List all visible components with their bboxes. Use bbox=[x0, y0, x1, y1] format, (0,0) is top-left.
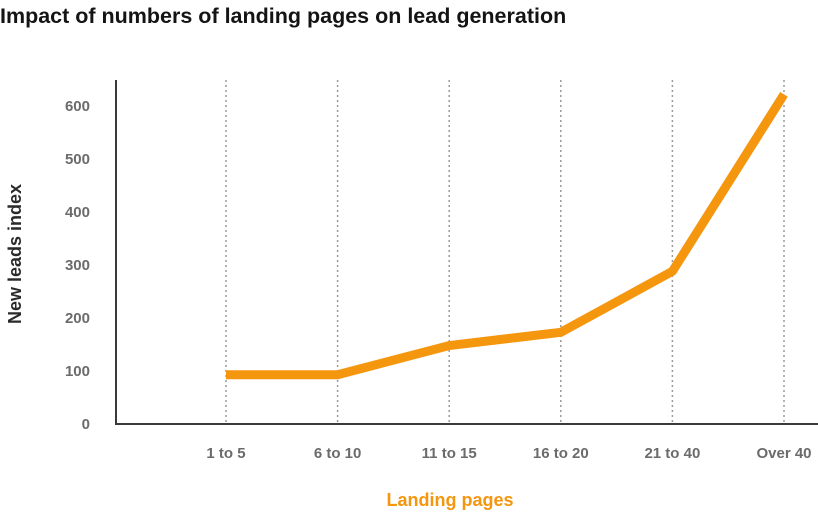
axes bbox=[115, 80, 818, 425]
x-tick-label: 21 to 40 bbox=[644, 445, 700, 462]
x-tick-label: 6 to 10 bbox=[314, 445, 362, 462]
y-axis-label: New leads index bbox=[5, 184, 25, 324]
x-tick-labels: 1 to 5 6 to 10 11 to 15 16 to 20 21 to 40 Ove… bbox=[206, 445, 811, 462]
x-tick-label: Over 40 bbox=[756, 445, 811, 462]
series-line bbox=[226, 91, 788, 380]
x-tick-label: 11 to 15 bbox=[422, 445, 477, 462]
y-tick-label: 600 bbox=[65, 98, 90, 115]
data-series bbox=[226, 91, 788, 380]
x-tick-label: 1 to 5 bbox=[206, 445, 245, 462]
x-axis-label: Landing pages bbox=[386, 490, 513, 510]
x-tick-label: 16 to 20 bbox=[533, 445, 589, 462]
y-tick-label: 100 bbox=[65, 363, 90, 380]
chart-title: Impact of numbers of landing pages on le… bbox=[0, 4, 567, 28]
y-tick-label: 0 bbox=[82, 416, 90, 433]
y-tick-label: 500 bbox=[65, 151, 90, 168]
y-tick-label: 400 bbox=[65, 204, 90, 221]
y-tick-label: 300 bbox=[65, 257, 90, 274]
gridlines bbox=[225, 80, 785, 424]
y-tick-label: 200 bbox=[65, 310, 90, 327]
y-tick-labels: 0 100 200 300 400 500 600 bbox=[65, 98, 90, 433]
